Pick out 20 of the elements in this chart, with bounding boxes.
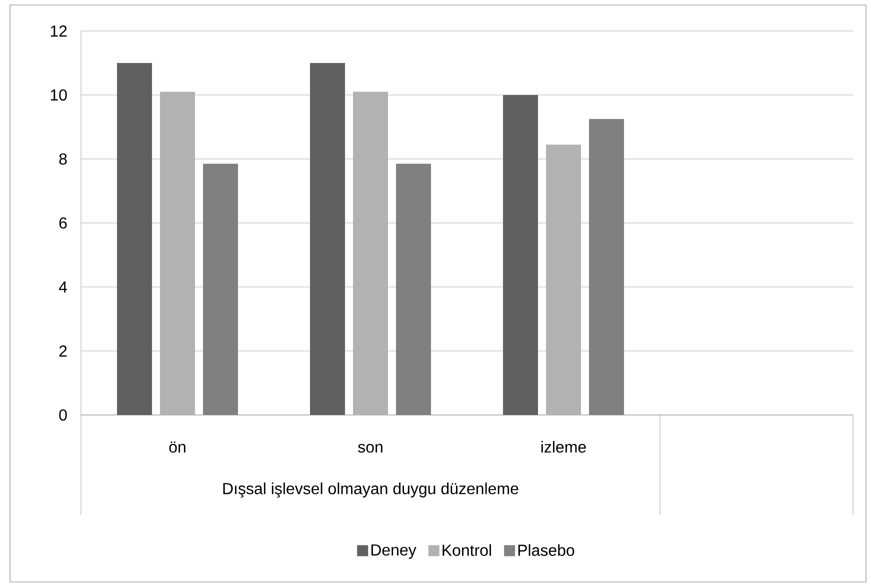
y-tick-label: 10 — [50, 89, 67, 101]
y-tick-label: 6 — [59, 217, 67, 229]
bar — [117, 62, 152, 415]
bar — [353, 92, 388, 415]
x-tick-label: son — [358, 444, 382, 453]
y-tick-label: 12 — [50, 25, 67, 37]
bar — [503, 94, 538, 415]
y-tick-label: 8 — [59, 153, 67, 165]
bar — [546, 144, 581, 415]
y-tick-label: 2 — [59, 345, 67, 357]
y-tick-label: 0 — [59, 409, 67, 421]
legend-label: Kontrol — [442, 544, 491, 556]
y-tick-label: 4 — [58, 281, 67, 292]
bar — [160, 92, 196, 415]
legend-label: Plasebo — [518, 544, 574, 556]
x-tick-label: izleme — [541, 440, 586, 453]
bar — [310, 62, 346, 415]
legend-label: Deney — [371, 544, 416, 559]
x-tick-label: ön — [169, 442, 186, 453]
x-axis-title: Dışsal işlevsel olmayan duygu düzenleme — [223, 482, 518, 498]
